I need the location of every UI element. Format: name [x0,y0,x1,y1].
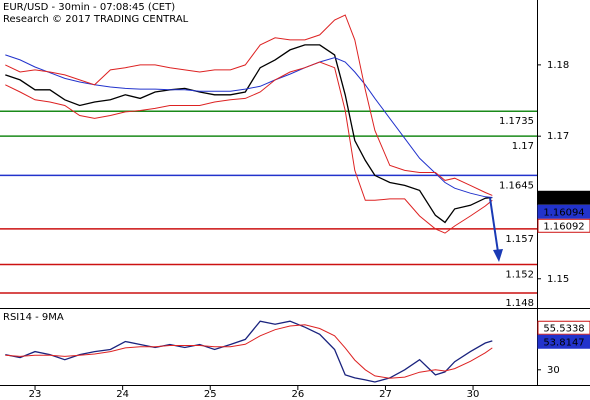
price-marker-box [537,218,590,233]
price-marker-label: 53.8147 [543,337,584,348]
y-tick-label: 30 [547,365,560,376]
forecast-arrow [489,197,499,253]
level-label: 1.1735 [499,116,534,127]
series-line [5,324,493,379]
y-tick-label: 1.18 [547,60,569,71]
price-marker-box [537,204,590,219]
x-tick-label: 27 [379,389,392,400]
price-marker-label: 1.16092 [543,221,584,232]
level-label: 1.157 [505,234,534,245]
price-marker-label: 55.5338 [543,323,584,334]
rsi-title: RSI14 - 9MA [3,312,64,323]
price-marker-label: 1.16094 [543,207,584,218]
x-tick-label: 23 [29,389,42,400]
chart-subtitle: Research © 2017 TRADING CENTRAL [3,14,189,25]
x-tick-label: 24 [116,389,129,400]
level-label: 1.152 [505,270,534,281]
level-label: 1.148 [505,298,534,309]
x-tick-label: 25 [204,389,217,400]
price-plot [0,14,537,294]
chart-title: EUR/USD - 30min - 07:08:45 (CET) [3,2,175,13]
series-line [5,44,493,224]
series-line [5,320,493,383]
rsi-plot [5,320,493,383]
forecast-arrowhead [493,249,503,262]
series-line [5,61,493,234]
x-tick-label: 26 [291,389,304,400]
level-label: 1.1645 [499,180,534,191]
x-tick-label: 30 [467,389,480,400]
price-marker-box [537,190,590,205]
price-marker-box [537,320,590,335]
series-line [5,14,493,196]
level-label: 1.17 [512,141,534,152]
y-tick-label: 1.15 [547,274,569,285]
price-marker-label: 1.16136 [543,193,584,204]
y-tick-label: 1.17 [547,131,569,142]
price-marker-box [537,334,590,349]
